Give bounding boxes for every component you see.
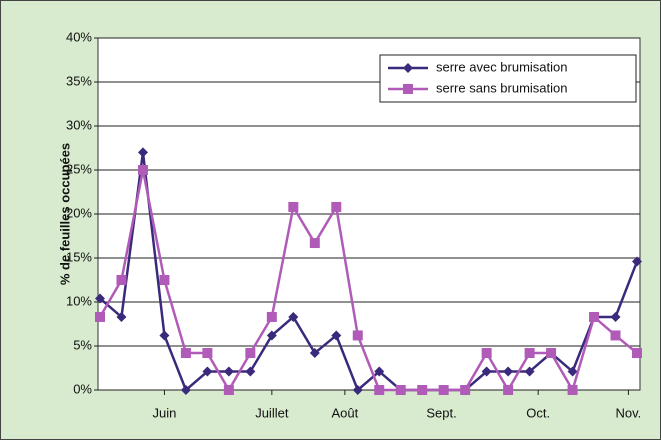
point [567, 385, 578, 395]
x-tick-label: Juin [153, 405, 177, 420]
legend-label: serre sans brumisation [436, 80, 568, 95]
x-tick-label: Oct. [526, 405, 550, 420]
point [202, 366, 213, 377]
point [245, 348, 256, 359]
point [331, 201, 342, 212]
point [567, 366, 578, 377]
legend-marker [403, 84, 413, 94]
point [309, 348, 320, 359]
point [524, 348, 535, 359]
point [309, 238, 320, 249]
point [159, 275, 170, 285]
x-tick-label: Nov. [616, 405, 642, 420]
legend-marker [403, 63, 413, 73]
point [116, 275, 127, 285]
point [116, 311, 127, 322]
legend-box [379, 54, 637, 103]
x-tick-label: Sept. [426, 405, 456, 420]
point [331, 330, 342, 341]
y-tick-label: 15% [66, 249, 92, 264]
point [546, 348, 557, 359]
point [524, 366, 535, 377]
y-tick-label: 5% [73, 337, 92, 352]
point [223, 366, 234, 377]
point [610, 330, 621, 341]
y-tick-label: 35% [66, 73, 92, 88]
x-tick-label: Juillet [255, 405, 289, 420]
point [374, 366, 385, 377]
y-tick-label: 0% [73, 381, 92, 396]
point [352, 385, 363, 395]
x-tick-label: Août [331, 405, 358, 420]
point [266, 311, 277, 322]
point [374, 385, 385, 395]
legend-label: serre avec brumisation [436, 59, 568, 74]
point [288, 311, 299, 322]
point [460, 385, 471, 395]
point [95, 311, 105, 322]
point [137, 165, 148, 175]
point [438, 385, 449, 395]
y-tick-label: 20% [66, 205, 92, 220]
point [632, 256, 642, 267]
point [180, 385, 191, 395]
point [137, 147, 148, 158]
point [417, 385, 428, 395]
point [503, 385, 514, 395]
point [266, 330, 277, 341]
point [589, 311, 600, 322]
point [180, 348, 191, 359]
point [288, 201, 299, 212]
y-axis-label: % de feuilles occupées [57, 143, 72, 285]
y-tick-label: 10% [66, 293, 92, 308]
point [159, 330, 170, 341]
point [395, 385, 406, 395]
y-tick-label: 30% [66, 117, 92, 132]
point [95, 293, 105, 304]
point [610, 311, 621, 322]
y-tick-label: 40% [66, 29, 92, 44]
point [352, 330, 363, 341]
point [223, 385, 234, 395]
point [481, 348, 492, 359]
point [245, 366, 256, 377]
point [503, 366, 514, 377]
point [202, 348, 213, 359]
point [632, 348, 642, 359]
y-tick-label: 25% [66, 161, 92, 176]
point [481, 366, 492, 377]
